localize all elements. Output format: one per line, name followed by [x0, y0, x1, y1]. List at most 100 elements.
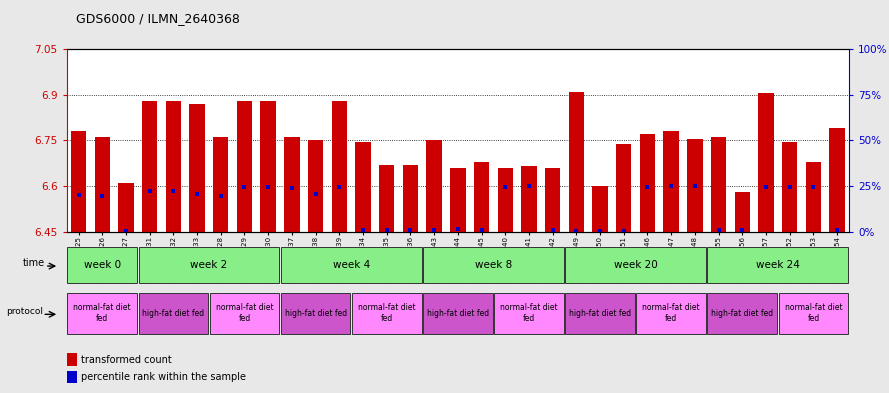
Point [782, 184, 797, 190]
Text: high-fat diet fed: high-fat diet fed [142, 309, 204, 318]
Bar [569, 92, 584, 232]
Point [830, 227, 845, 233]
Point [190, 191, 204, 197]
Text: normal-fat diet
fed: normal-fat diet fed [501, 303, 557, 323]
Bar [711, 138, 726, 232]
Bar [423, 247, 564, 283]
Point [308, 191, 323, 197]
Bar [640, 134, 655, 232]
Bar [142, 101, 157, 232]
Text: normal-fat diet
fed: normal-fat diet fed [216, 303, 273, 323]
Point [569, 228, 583, 234]
Text: week 8: week 8 [475, 260, 512, 270]
Point [522, 184, 536, 190]
Point [380, 227, 394, 233]
Point [404, 227, 418, 233]
Point [711, 227, 725, 233]
Bar [260, 101, 276, 232]
Bar [94, 138, 110, 232]
Point [213, 193, 228, 199]
Text: week 0: week 0 [84, 260, 121, 270]
Text: normal-fat diet
fed: normal-fat diet fed [358, 303, 415, 323]
Bar [210, 293, 279, 334]
Text: week 20: week 20 [613, 260, 658, 270]
Text: normal-fat diet
fed: normal-fat diet fed [74, 303, 131, 323]
Point [237, 184, 252, 190]
Bar [829, 128, 845, 232]
Point [688, 184, 702, 190]
Point [95, 193, 109, 199]
Text: high-fat diet fed: high-fat diet fed [711, 309, 773, 318]
Bar [708, 247, 848, 283]
Bar [67, 353, 76, 365]
Text: week 24: week 24 [756, 260, 800, 270]
Bar [281, 247, 421, 283]
Text: transformed count: transformed count [81, 354, 172, 365]
Bar [308, 140, 324, 232]
Point [427, 227, 441, 233]
Text: GDS6000 / ILMN_2640368: GDS6000 / ILMN_2640368 [76, 12, 239, 25]
Bar [592, 186, 608, 232]
Text: time: time [23, 258, 45, 268]
Point [142, 187, 156, 194]
Bar [494, 293, 564, 334]
Bar [118, 183, 133, 232]
Bar [352, 293, 421, 334]
Bar [423, 293, 493, 334]
Bar [403, 165, 418, 232]
Point [166, 187, 180, 194]
Point [451, 226, 465, 233]
Point [332, 184, 347, 191]
Point [806, 184, 821, 190]
Bar [356, 142, 371, 232]
Bar [782, 142, 797, 232]
Bar [139, 293, 208, 334]
Bar [427, 140, 442, 232]
Point [356, 227, 370, 233]
Bar [687, 139, 702, 232]
Bar [450, 168, 466, 232]
Point [546, 227, 560, 233]
Bar [637, 293, 706, 334]
Bar [805, 162, 821, 232]
Bar [379, 165, 395, 232]
Bar [779, 293, 848, 334]
Point [284, 185, 299, 191]
Bar [474, 162, 489, 232]
Bar [139, 247, 279, 283]
Bar [68, 247, 137, 283]
Bar [616, 143, 631, 232]
Bar [708, 293, 777, 334]
Text: normal-fat diet
fed: normal-fat diet fed [643, 303, 700, 323]
Text: high-fat diet fed: high-fat diet fed [569, 309, 631, 318]
Text: high-fat diet fed: high-fat diet fed [284, 309, 347, 318]
Bar [565, 293, 635, 334]
Bar [545, 168, 560, 232]
Point [640, 184, 654, 190]
Point [617, 228, 631, 234]
Bar [663, 131, 679, 232]
Point [498, 184, 512, 191]
Bar [565, 247, 706, 283]
Text: normal-fat diet
fed: normal-fat diet fed [785, 303, 842, 323]
Text: high-fat diet fed: high-fat diet fed [427, 309, 489, 318]
Point [664, 184, 678, 190]
Text: protocol: protocol [6, 307, 44, 316]
Bar [68, 293, 137, 334]
Bar [332, 101, 347, 232]
Point [475, 227, 489, 233]
Point [593, 228, 607, 234]
Text: percentile rank within the sample: percentile rank within the sample [81, 372, 245, 382]
Point [735, 227, 749, 233]
Bar [281, 293, 350, 334]
Bar [67, 371, 76, 384]
Point [119, 228, 133, 234]
Bar [165, 101, 181, 232]
Bar [498, 168, 513, 232]
Point [261, 184, 276, 190]
Bar [758, 93, 773, 232]
Point [759, 184, 773, 190]
Point [71, 191, 85, 198]
Bar [284, 138, 300, 232]
Bar [213, 138, 228, 232]
